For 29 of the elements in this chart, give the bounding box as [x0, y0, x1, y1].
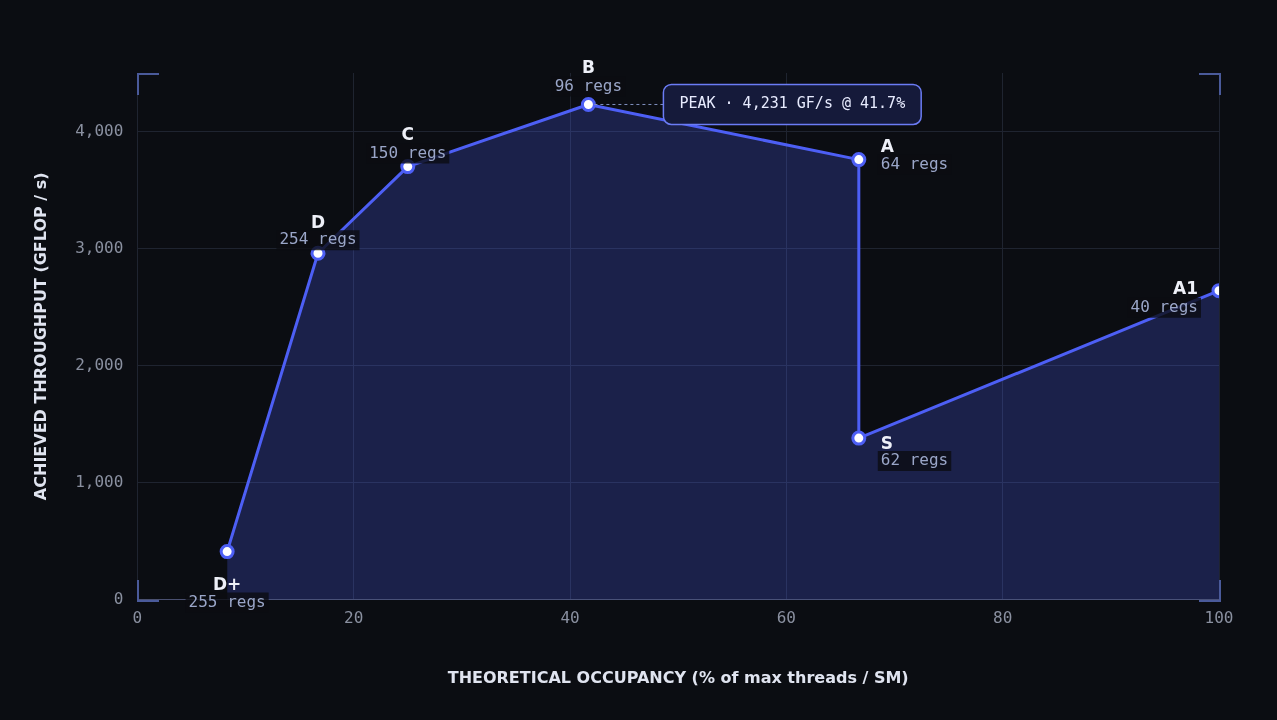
y-tick-label: 1,000 — [75, 471, 124, 491]
y-tick-label: 4,000 — [75, 120, 124, 140]
point — [580, 96, 596, 112]
annotation: 96 regs — [554, 75, 623, 95]
annotation: C — [401, 124, 415, 145]
point — [219, 544, 235, 560]
annotation: D — [310, 211, 326, 232]
y-tick-label: 3,000 — [75, 237, 124, 257]
annotation: PEAK · 4,231 GF/s @ 41.7% — [679, 94, 906, 113]
x-tick-label: 0 — [132, 608, 143, 628]
point — [851, 152, 867, 168]
annotation: 254 regs — [279, 229, 357, 249]
annotation: 62 regs — [880, 450, 949, 470]
y-tick-label: 2,000 — [75, 354, 124, 374]
x-tick-label: 40 — [560, 608, 580, 628]
x-axis-title: THEORETICAL OCCUPANCY (% of max threads / SM) — [447, 667, 909, 687]
annotation: 255 regs — [188, 591, 266, 611]
annotation: S — [880, 432, 894, 453]
y-axis-title: ACHIEVED THROUGHPUT (GFLOP / s) — [30, 172, 50, 501]
annotation: B — [581, 56, 595, 77]
point — [851, 430, 867, 446]
y-tick-label: 0 — [113, 588, 124, 608]
x-tick-label: 80 — [993, 608, 1013, 628]
annotation: 40 regs — [1130, 296, 1198, 316]
x-tick-label: 100 — [1204, 608, 1234, 628]
x-tick-label: 20 — [344, 608, 364, 628]
annotation: A1 — [1173, 278, 1198, 299]
annotation: 150 regs — [369, 142, 447, 162]
x-tick-label: 60 — [776, 608, 796, 628]
